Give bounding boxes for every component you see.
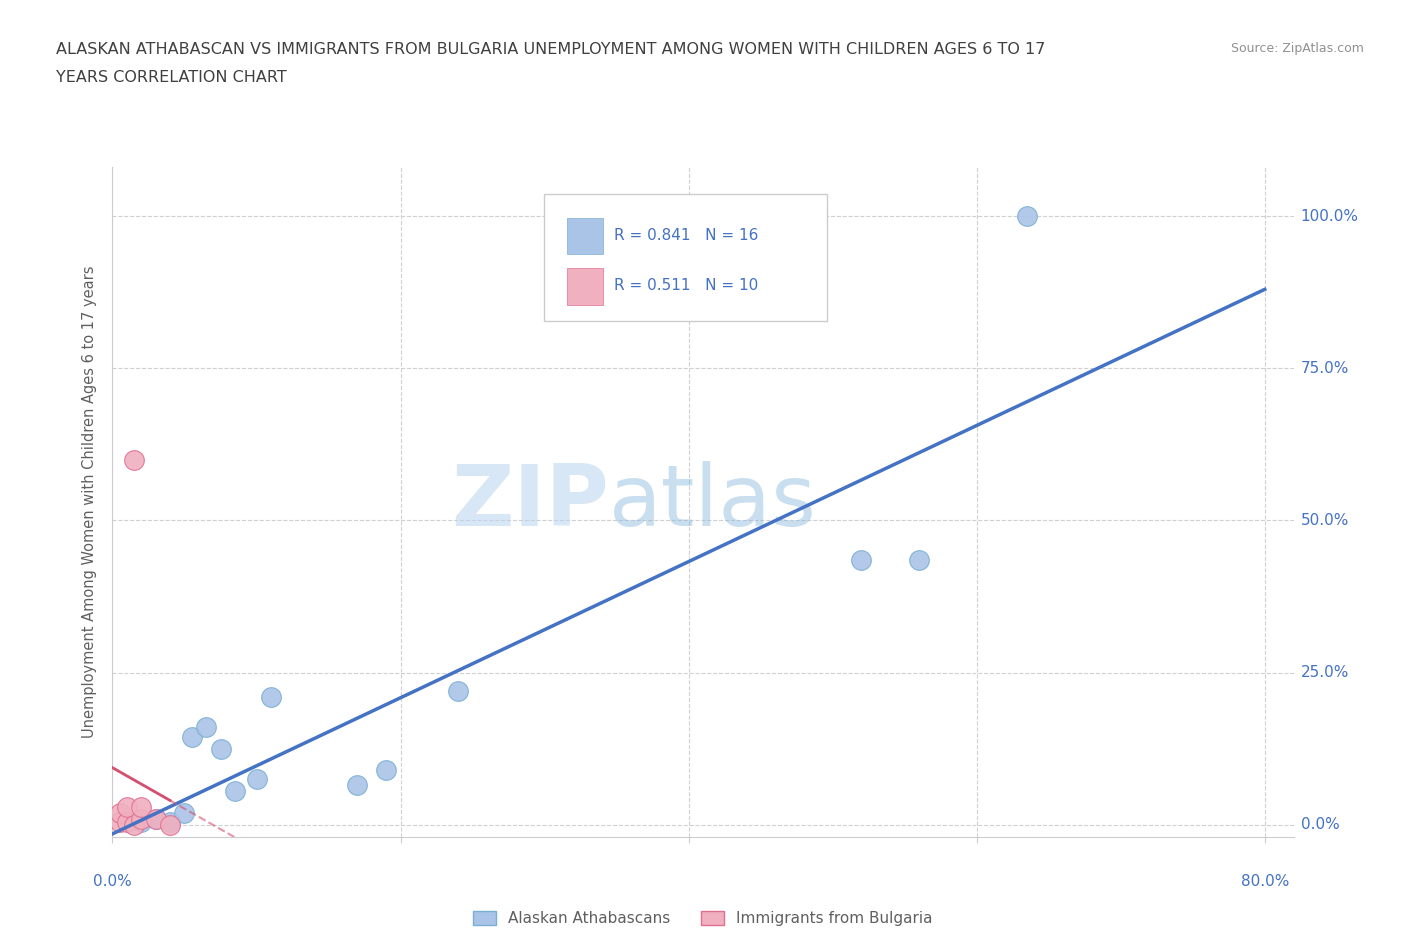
Point xyxy=(159,817,181,832)
Bar xyxy=(567,268,603,305)
Point xyxy=(346,777,368,792)
Text: 75.0%: 75.0% xyxy=(1301,361,1348,376)
FancyBboxPatch shape xyxy=(544,194,827,322)
Text: R = 0.511   N = 10: R = 0.511 N = 10 xyxy=(614,278,759,294)
Point xyxy=(180,729,202,744)
Text: 0.0%: 0.0% xyxy=(93,873,132,888)
Text: atlas: atlas xyxy=(609,460,817,544)
Bar xyxy=(567,218,603,255)
Point xyxy=(145,811,167,826)
Text: YEARS CORRELATION CHART: YEARS CORRELATION CHART xyxy=(56,70,287,85)
Point xyxy=(122,817,145,832)
Legend: Alaskan Athabascans, Immigrants from Bulgaria: Alaskan Athabascans, Immigrants from Bul… xyxy=(467,905,939,930)
Point xyxy=(195,720,218,735)
Point xyxy=(129,799,152,814)
Text: 80.0%: 80.0% xyxy=(1240,873,1289,888)
Point xyxy=(108,815,131,830)
Text: 25.0%: 25.0% xyxy=(1301,665,1348,680)
Point xyxy=(145,811,167,826)
Point xyxy=(851,552,873,567)
Text: 0.0%: 0.0% xyxy=(1301,817,1340,832)
Point xyxy=(1015,208,1038,223)
Point xyxy=(447,684,470,698)
Y-axis label: Unemployment Among Women with Children Ages 6 to 17 years: Unemployment Among Women with Children A… xyxy=(82,266,97,738)
Point xyxy=(108,805,131,820)
Text: ALASKAN ATHABASCAN VS IMMIGRANTS FROM BULGARIA UNEMPLOYMENT AMONG WOMEN WITH CHI: ALASKAN ATHABASCAN VS IMMIGRANTS FROM BU… xyxy=(56,42,1046,57)
Text: R = 0.841   N = 16: R = 0.841 N = 16 xyxy=(614,228,759,244)
Point xyxy=(115,815,138,830)
Point xyxy=(375,763,398,777)
Text: Source: ZipAtlas.com: Source: ZipAtlas.com xyxy=(1230,42,1364,55)
Point xyxy=(260,689,283,704)
Point xyxy=(129,811,152,826)
Point xyxy=(173,805,195,820)
Point xyxy=(224,784,246,799)
Point xyxy=(122,452,145,467)
Point xyxy=(245,772,267,787)
Text: 50.0%: 50.0% xyxy=(1301,513,1348,528)
Point xyxy=(115,799,138,814)
Point xyxy=(129,815,152,830)
Text: ZIP: ZIP xyxy=(451,460,609,544)
Point xyxy=(908,552,931,567)
Text: 100.0%: 100.0% xyxy=(1301,208,1358,223)
Point xyxy=(159,815,181,830)
Point xyxy=(209,741,232,756)
